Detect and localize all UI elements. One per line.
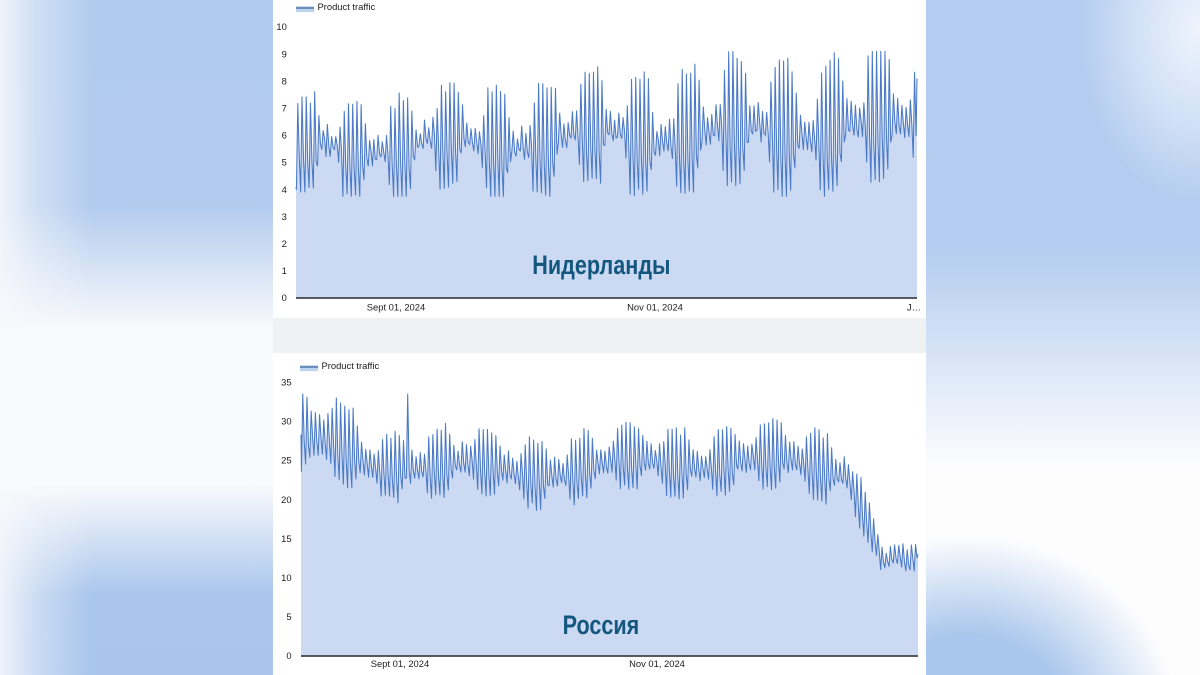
svg-text:Product traffic: Product traffic [322, 360, 380, 371]
svg-text:20: 20 [281, 494, 291, 505]
svg-text:10: 10 [276, 21, 286, 32]
svg-text:Nov 01, 2024: Nov 01, 2024 [627, 302, 683, 313]
svg-text:3: 3 [282, 211, 287, 222]
svg-text:7: 7 [282, 103, 287, 114]
svg-text:Sept 01, 2024: Sept 01, 2024 [371, 658, 429, 669]
svg-text:35: 35 [281, 377, 291, 388]
svg-text:J…: J… [907, 302, 921, 313]
svg-text:0: 0 [282, 292, 287, 303]
svg-text:5: 5 [286, 611, 291, 622]
svg-text:Product traffic: Product traffic [318, 1, 376, 12]
svg-text:0: 0 [286, 650, 291, 661]
svg-text:9: 9 [282, 48, 287, 59]
svg-text:5: 5 [282, 157, 287, 168]
svg-text:2: 2 [282, 238, 287, 249]
svg-text:25: 25 [281, 455, 291, 466]
svg-text:Sept 01, 2024: Sept 01, 2024 [367, 302, 425, 313]
svg-text:1: 1 [282, 265, 287, 276]
svg-text:30: 30 [281, 416, 291, 427]
svg-text:10: 10 [281, 572, 291, 583]
svg-text:Nov 01, 2024: Nov 01, 2024 [629, 658, 685, 669]
svg-text:8: 8 [282, 75, 287, 86]
svg-text:15: 15 [281, 533, 291, 544]
svg-text:6: 6 [282, 130, 287, 141]
svg-text:4: 4 [282, 184, 287, 195]
